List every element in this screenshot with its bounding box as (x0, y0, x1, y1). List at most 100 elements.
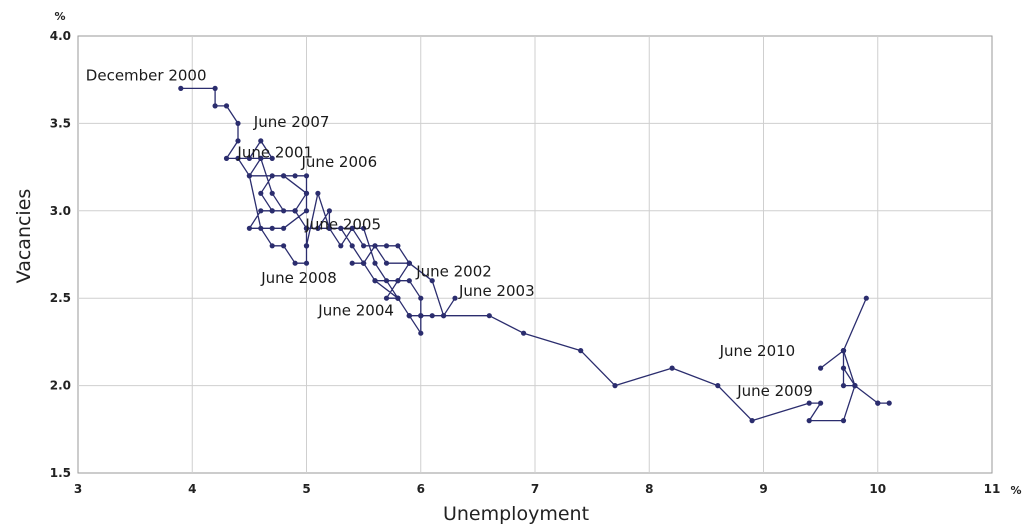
y-tick-label: 2.0 (50, 379, 71, 393)
y-tick-label: 1.5 (50, 466, 71, 480)
data-point (235, 138, 241, 144)
data-point (395, 295, 401, 301)
annotation-label: June 2010 (719, 342, 796, 360)
data-point (361, 260, 367, 266)
data-point (372, 243, 378, 249)
y-tick-label: 3.0 (50, 204, 71, 218)
data-point (840, 348, 847, 354)
data-point (223, 155, 230, 161)
data-point (303, 173, 310, 179)
data-point (395, 278, 401, 284)
data-point (269, 225, 275, 231)
data-point (749, 418, 755, 424)
y-tick-label: 3.5 (50, 116, 71, 130)
x-axis-title: Unemployment (443, 503, 589, 524)
data-point (303, 190, 310, 196)
data-point (863, 295, 869, 301)
data-point (258, 138, 264, 144)
data-point (806, 400, 812, 406)
data-point (281, 225, 287, 231)
data-point (383, 295, 390, 301)
data-point (212, 85, 218, 91)
data-point (406, 260, 412, 266)
data-point (258, 190, 264, 196)
annotation-label: June 2006 (301, 153, 378, 171)
data-point (383, 243, 390, 249)
data-point (326, 208, 332, 214)
data-point (258, 208, 264, 214)
data-point (315, 190, 321, 196)
x-tick-label: 11 (984, 482, 1001, 496)
data-point (258, 225, 264, 231)
data-point (292, 260, 298, 266)
data-point (292, 208, 298, 214)
data-point (818, 400, 824, 406)
data-point (338, 225, 344, 231)
data-point (349, 260, 355, 266)
data-point (269, 208, 275, 214)
annotation-label: June 2007 (253, 113, 330, 131)
annotation-label: June 2009 (736, 382, 813, 400)
data-point (441, 313, 447, 319)
data-point (349, 225, 355, 231)
data-point (372, 260, 378, 266)
data-point (246, 225, 252, 231)
data-point (715, 383, 721, 389)
data-point (235, 120, 241, 126)
data-point (886, 400, 892, 406)
data-series (178, 85, 892, 424)
y-tick-label: 4.0 (50, 29, 71, 43)
data-point (612, 383, 618, 389)
data-point (269, 243, 275, 249)
data-point (178, 85, 184, 91)
data-point (258, 155, 264, 161)
data-point (418, 313, 424, 319)
data-point (269, 190, 275, 196)
data-point (840, 365, 847, 371)
data-point (669, 365, 675, 371)
x-tick-label: 9 (759, 482, 767, 496)
data-point (852, 383, 858, 389)
data-point (418, 295, 424, 301)
x-tick-label: 6 (417, 482, 425, 496)
data-point (429, 278, 435, 284)
data-point (292, 173, 298, 179)
x-tick-label: 5 (302, 482, 310, 496)
data-point (269, 173, 275, 179)
y-axis-title: Vacancies (13, 189, 35, 284)
data-point (361, 243, 367, 249)
data-point (235, 155, 241, 161)
data-point (223, 103, 230, 109)
data-point (840, 418, 847, 424)
data-point (303, 225, 310, 231)
data-point (212, 103, 218, 109)
x-tick-label: 3 (74, 482, 82, 496)
x-tick-label: 4 (188, 482, 196, 496)
annotation-label: June 2004 (317, 302, 394, 320)
data-point (840, 383, 847, 389)
data-point (315, 225, 321, 231)
data-point (395, 243, 401, 249)
annotation-label: June 2008 (260, 269, 337, 287)
data-point (303, 260, 310, 266)
data-point (383, 278, 390, 284)
y-tick-label: 2.5 (50, 291, 71, 305)
data-point (406, 313, 412, 319)
data-point (818, 365, 824, 371)
data-point (806, 418, 812, 424)
data-point (521, 330, 527, 336)
annotation-label: June 2005 (304, 215, 381, 233)
data-point (372, 278, 378, 284)
annotation-label: June 2002 (415, 263, 492, 281)
data-point (361, 225, 367, 231)
y-unit-label: % (54, 10, 65, 23)
data-point (349, 243, 355, 249)
data-point (269, 155, 275, 161)
annotation-label: June 2001 (236, 143, 313, 161)
data-point (303, 243, 310, 249)
annotation-label: December 2000 (86, 66, 207, 84)
data-point (281, 208, 287, 214)
x-tick-label: 7 (531, 482, 539, 496)
